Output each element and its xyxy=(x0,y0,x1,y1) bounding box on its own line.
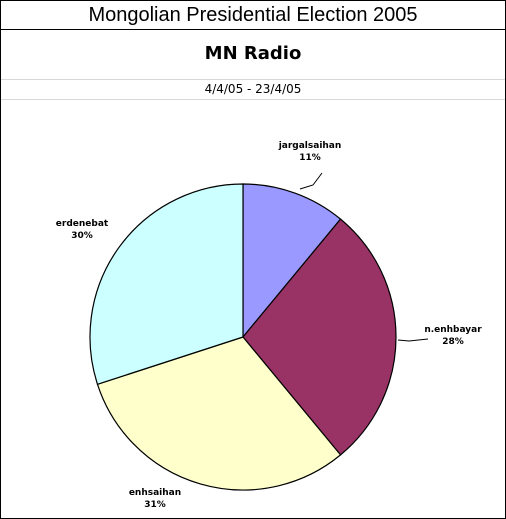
slice-label-name: jargalsaihan xyxy=(278,141,342,151)
slice-label-percent: 31% xyxy=(144,500,166,510)
leader-line-n-enhbayar xyxy=(397,338,429,342)
pie-slice-erdenebat xyxy=(89,183,244,386)
pie-slice-enhsaihan xyxy=(96,336,342,491)
leader-line-jargalsaihan xyxy=(299,172,323,190)
pie-slice-jargalsaihan xyxy=(242,183,342,339)
slice-label-name: n.enhbayar xyxy=(424,325,482,335)
slice-label-percent: 30% xyxy=(71,231,93,241)
page-title: Mongolian Presidential Election 2005 xyxy=(1,1,505,30)
date-range: 4/4/05 - 23/4/05 xyxy=(1,79,505,100)
chart-subtitle: MN Radio xyxy=(204,43,302,64)
slice-label-name: erdenebat xyxy=(56,219,109,229)
pie-slice-n-enhbayar xyxy=(242,218,397,456)
slice-label-name: enhsaihan xyxy=(129,488,181,498)
slice-label-percent: 11% xyxy=(299,153,321,163)
slice-label-percent: 28% xyxy=(442,337,464,347)
